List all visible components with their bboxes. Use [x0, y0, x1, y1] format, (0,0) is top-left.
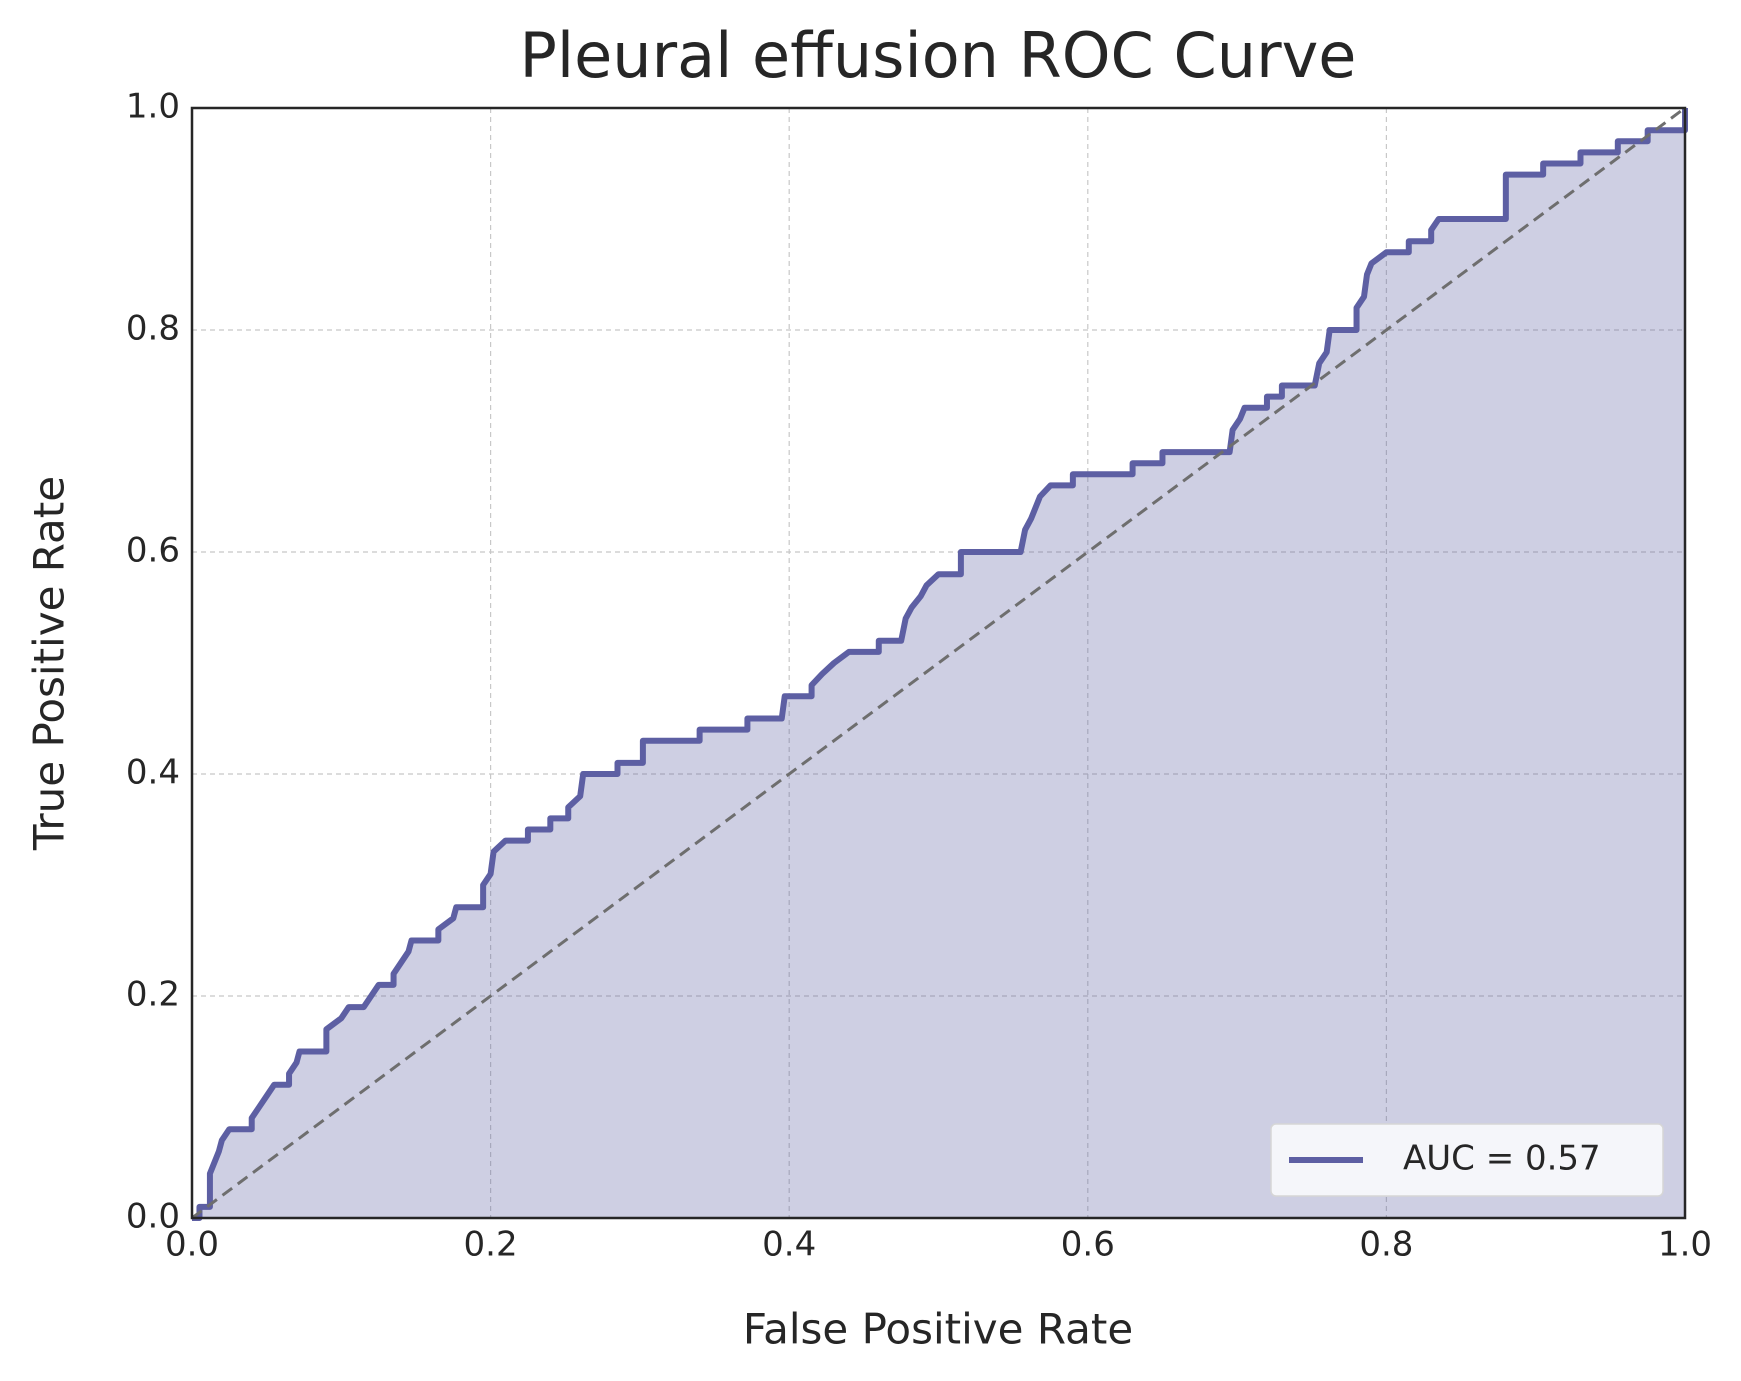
y-axis-label: True Positive Rate	[25, 476, 74, 851]
chance-line	[191, 106, 1686, 1220]
legend-box	[1270, 1123, 1664, 1197]
y-tick-label: 0.0	[126, 1197, 180, 1237]
plot-frame	[190, 106, 1687, 1220]
y-tick-label: 0.2	[126, 975, 180, 1015]
x-axis-label: False Positive Rate	[743, 1305, 1133, 1354]
legend: AUC = 0.57	[1270, 1123, 1664, 1197]
x-tick-label: 0.2	[464, 1225, 518, 1265]
x-tick-label: 0.0	[165, 1225, 219, 1265]
y-tick-label: 0.8	[126, 309, 180, 349]
x-tick-label: 0.8	[1359, 1225, 1413, 1265]
x-tick-label: 0.4	[762, 1225, 816, 1265]
y-tick-label: 1.0	[126, 87, 180, 127]
chart-title: Pleural effusion ROC Curve	[520, 19, 1357, 92]
x-tick-label: 0.6	[1061, 1225, 1115, 1265]
roc-line	[192, 108, 1688, 1221]
y-tick-label: 0.6	[126, 531, 180, 571]
x-tick-label: 1.0	[1658, 1225, 1712, 1265]
y-tick-label: 0.4	[126, 753, 180, 793]
legend-label: AUC = 0.57	[1403, 1139, 1601, 1179]
